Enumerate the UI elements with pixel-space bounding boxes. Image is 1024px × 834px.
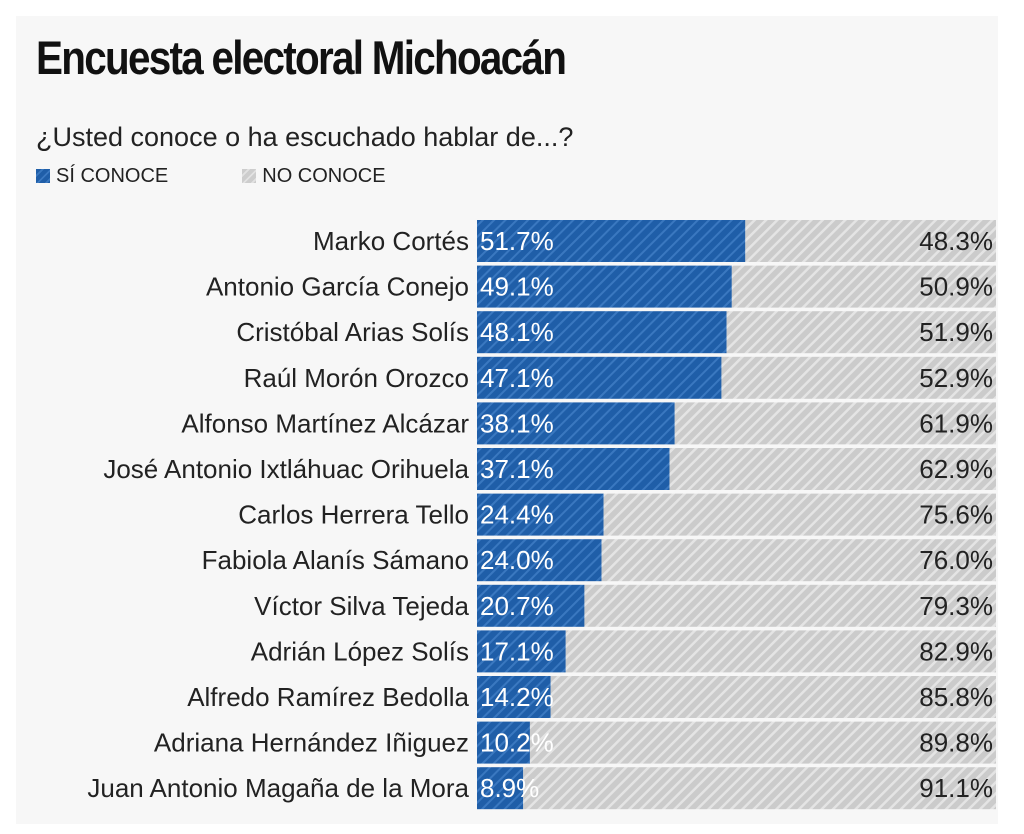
value-label-no-conoce: 85.8% — [919, 682, 993, 712]
bar-no-conoce — [603, 493, 996, 536]
bar-no-conoce — [550, 676, 996, 718]
row-label: José Antonio Ixtláhuac Orihuela — [103, 454, 469, 484]
value-label-no-conoce: 89.8% — [919, 728, 993, 758]
row-label: Juan Antonio Magaña de la Mora — [87, 773, 469, 803]
chart-subtitle: ¿Usted conoce o ha escuchado hablar de..… — [36, 122, 574, 152]
bar-no-conoce — [601, 539, 996, 582]
value-label-si-conoce: 8.9% — [480, 773, 539, 803]
bar-no-conoce — [674, 402, 996, 445]
bar-si-conoce — [477, 767, 524, 810]
bar-si-conoce — [477, 721, 530, 764]
row-label: Cristóbal Arias Solís — [236, 317, 469, 347]
chart-title: Encuesta electoral Michoacán — [36, 31, 567, 84]
row-label: Fabiola Alanís Sámano — [202, 545, 469, 575]
bar-si-conoce — [477, 402, 675, 445]
bar-no-conoce — [565, 630, 996, 673]
row-label: Víctor Silva Tejeda — [254, 591, 469, 621]
value-label-no-conoce: 61.9% — [919, 408, 993, 438]
value-label-no-conoce: 91.1% — [919, 773, 993, 803]
bar-no-conoce — [523, 767, 996, 810]
bar-si-conoce — [477, 676, 551, 718]
value-label-si-conoce: 51.7% — [480, 226, 554, 256]
value-label-no-conoce: 75.6% — [919, 500, 993, 530]
value-label-si-conoce: 24.4% — [480, 500, 554, 530]
value-label-no-conoce: 82.9% — [919, 636, 993, 666]
bar-no-conoce — [721, 356, 996, 399]
bar-si-conoce — [477, 311, 727, 354]
bar-no-conoce — [584, 584, 996, 627]
value-label-si-conoce: 37.1% — [480, 454, 554, 484]
bar-no-conoce — [726, 311, 996, 354]
value-label-si-conoce: 48.1% — [480, 317, 554, 347]
bar-no-conoce — [529, 721, 996, 764]
bar-si-conoce — [477, 539, 602, 582]
row-label: Marko Cortés — [313, 226, 469, 256]
row-label: Raúl Morón Orozco — [244, 363, 469, 393]
bar-no-conoce — [745, 220, 996, 262]
value-label-si-conoce: 10.2% — [480, 728, 554, 758]
row-label: Adrián López Solís — [251, 636, 469, 666]
bar-si-conoce — [477, 220, 746, 262]
row-label: Alfonso Martínez Alcázar — [181, 408, 469, 438]
value-label-no-conoce: 62.9% — [919, 454, 993, 484]
legend-label-no-conoce: NO CONOCE — [262, 164, 386, 187]
bar-no-conoce — [669, 448, 996, 490]
value-label-si-conoce: 17.1% — [480, 636, 554, 666]
value-label-si-conoce: 47.1% — [480, 363, 554, 393]
legend: SÍ CONOCE NO CONOCE — [36, 164, 460, 188]
value-label-no-conoce: 51.9% — [919, 317, 993, 347]
legend-item-no-conoce: NO CONOCE — [242, 164, 386, 188]
value-label-no-conoce: 76.0% — [919, 545, 993, 575]
value-label-no-conoce: 52.9% — [919, 363, 993, 393]
value-label-si-conoce: 49.1% — [480, 272, 554, 302]
bar-si-conoce — [477, 448, 670, 490]
legend-label-si-conoce: SÍ CONOCE — [56, 164, 169, 187]
legend-item-si-conoce: SÍ CONOCE — [36, 165, 168, 188]
value-label-no-conoce: 79.3% — [919, 591, 993, 621]
row-label: Alfredo Ramírez Bedolla — [187, 682, 469, 712]
legend-swatch-no-conoce — [242, 169, 257, 183]
value-label-si-conoce: 14.2% — [480, 682, 554, 712]
row-label: Adriana Hernández Iñiguez — [154, 728, 469, 758]
row-label: Carlos Herrera Tello — [238, 500, 469, 530]
bar-si-conoce — [477, 493, 604, 536]
value-label-no-conoce: 50.9% — [919, 272, 993, 302]
bar-si-conoce — [477, 356, 722, 399]
value-label-si-conoce: 24.0% — [480, 545, 554, 575]
value-label-si-conoce: 20.7% — [480, 591, 554, 621]
bar-no-conoce — [731, 265, 996, 308]
bar-si-conoce — [477, 584, 585, 627]
legend-swatch-si-conoce — [36, 169, 50, 183]
value-label-no-conoce: 48.3% — [919, 226, 993, 256]
bar-si-conoce — [477, 265, 732, 308]
value-label-si-conoce: 38.1% — [480, 408, 554, 438]
bar-si-conoce — [477, 630, 566, 673]
row-label: Antonio García Conejo — [206, 272, 469, 302]
